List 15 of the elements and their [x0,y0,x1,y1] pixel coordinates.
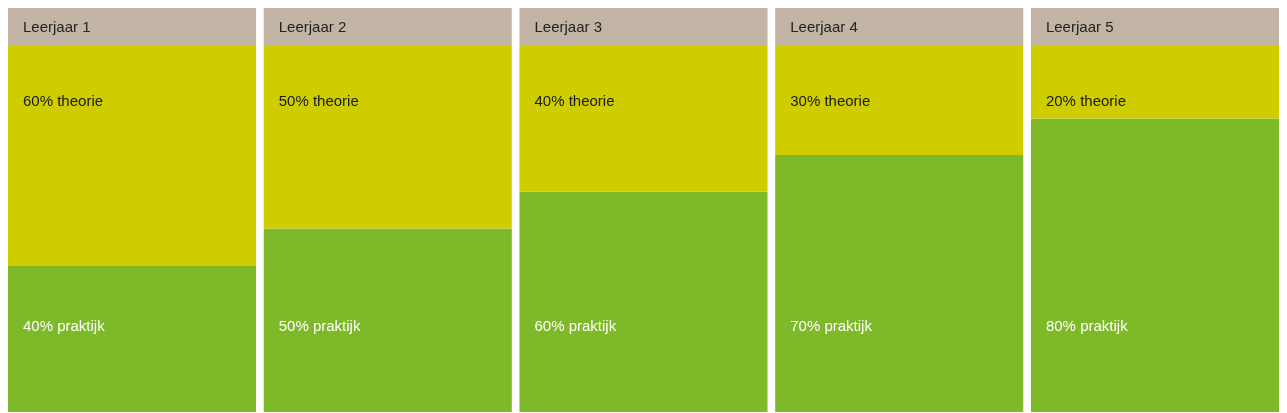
x-tick-label: Leerjaar 4 [790,17,858,35]
data-label: 80% praktijk [1045,317,1129,334]
data-label: 40% theorie [534,92,615,109]
data-label: 70% praktijk [790,317,873,334]
data-label: 30% theorie [790,92,871,109]
data-label: 50% praktijk [278,317,361,334]
x-tick-label: Leerjaar 1 [23,17,91,35]
x-tick-label: Leerjaar 5 [1045,17,1114,35]
data-label: 60% praktijk [534,317,617,334]
data-label: 50% theorie [278,92,359,109]
data-label: 20% theorie [1045,92,1126,109]
data-label: 60% theorie [23,92,104,109]
x-tick-label: Leerjaar 2 [278,17,347,35]
x-tick-label: Leerjaar 3 [534,17,603,35]
data-label: 40% praktijk [23,317,106,334]
